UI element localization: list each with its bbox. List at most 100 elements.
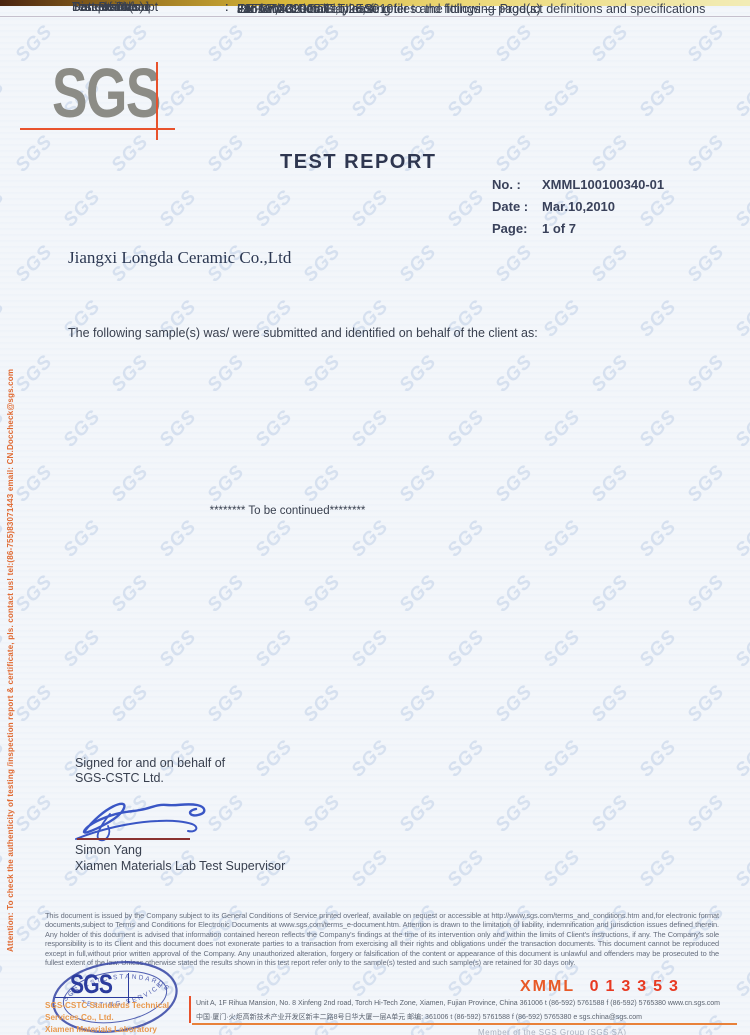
footer-company-line1: SGS-CSTC Standards Technical Services Co… — [45, 1001, 170, 1022]
sgs-watermark: SGS — [11, 680, 57, 727]
sgs-watermark: SGS — [347, 735, 393, 782]
sgs-watermark: SGS — [299, 20, 345, 67]
sgs-logo: SGS — [52, 54, 161, 132]
sgs-watermark: SGS — [635, 75, 681, 122]
sgs-watermark: SGS — [491, 20, 537, 67]
sample-intro: The following sample(s) was/ were submit… — [68, 326, 538, 340]
sgs-watermark: SGS — [395, 350, 441, 397]
sgs-watermark: SGS — [347, 405, 393, 452]
footer-company-name: SGS-CSTC Standards Technical Services Co… — [45, 1000, 187, 1035]
colon: : — [225, 0, 229, 14]
sample-name-label: Sample Name — [72, 0, 152, 14]
company-stamp: SGS-CSTC STANDARDS TESTING SERVICES — [30, 957, 178, 1033]
sgs-watermark: SGS — [587, 460, 633, 507]
legal-disclaimer: This document is issued by the Company s… — [45, 911, 719, 968]
signatory-name: Simon Yang — [75, 843, 142, 857]
report-number-row: No. : XMML100100340-01 — [492, 177, 722, 192]
report-date-value: Mar.10,2010 — [542, 199, 616, 214]
sgs-watermark: SGS — [539, 515, 585, 562]
sgs-watermark: SGS — [107, 570, 153, 617]
sgs-watermark: SGS — [443, 185, 489, 232]
sgs-watermark: SGS — [683, 790, 729, 837]
sgs-watermark: SGS — [11, 240, 57, 287]
sgs-watermark: SGS — [443, 405, 489, 452]
sgs-watermark: SGS — [587, 20, 633, 67]
report-page-row: Page: 1 of 7 — [492, 221, 722, 236]
sgs-watermark: SGS — [587, 570, 633, 617]
signatory-role: Xiamen Materials Lab Test Supervisor — [75, 859, 286, 873]
sgs-watermark: SGS — [587, 240, 633, 287]
test-result-label: Test result(s) — [72, 0, 144, 14]
sgs-watermark: SGS — [395, 680, 441, 727]
report-page-value: 1 of 7 — [542, 221, 576, 236]
colon: : — [225, 0, 229, 14]
sgs-watermark: SGS — [587, 680, 633, 727]
sgs-watermark: SGS — [635, 405, 681, 452]
sgs-watermark: SGS — [251, 515, 297, 562]
sgs-watermark: SGS — [539, 625, 585, 672]
sgs-watermark: SGS — [731, 405, 750, 452]
test-result-value: For further details, please refer to the… — [237, 2, 541, 16]
sgs-watermark: SGS — [347, 515, 393, 562]
page-title: TEST REPORT — [280, 151, 437, 173]
sgs-watermark: SGS — [587, 130, 633, 177]
sgs-watermark: SGS — [299, 240, 345, 287]
member-note: Member of the SGS Group (SGS SA) — [478, 1028, 627, 1035]
footer-company-line2: Xiamen Materials Laboratory — [45, 1025, 157, 1034]
sgs-watermark: SGS — [347, 845, 393, 892]
sgs-watermark: SGS — [59, 185, 105, 232]
authenticity-side-note: Attention: To check the authenticity of … — [6, 368, 15, 952]
sgs-watermark: SGS — [347, 625, 393, 672]
dimension-value: 295mm×390mm — [237, 2, 328, 16]
sgs-watermark: SGS — [347, 185, 393, 232]
sgs-watermark: SGS — [491, 130, 537, 177]
sgs-watermark: SGS — [395, 460, 441, 507]
sgs-watermark: SGS — [59, 405, 105, 452]
sgs-watermark: SGS — [635, 845, 681, 892]
dimension-label: Dimension — [72, 0, 132, 14]
sgs-watermark: SGS — [203, 570, 249, 617]
test-standard-value: EN 1304: 2005 Clay roofing tiles and fit… — [237, 2, 706, 16]
serial-prefix: XMML — [520, 978, 576, 995]
sgs-watermark: SGS — [203, 680, 249, 727]
report-page-label: Page: — [492, 221, 528, 236]
footer-address-en: Unit A, 1F Rihua Mansion, No. 8 Xinfeng … — [196, 1000, 720, 1007]
signature-rule — [77, 838, 190, 840]
sample-name-value: CERAMIC ROOF TILES — [237, 2, 373, 16]
test-period-label: Test Period — [72, 0, 135, 14]
sgs-watermark: SGS — [491, 240, 537, 287]
sgs-watermark: SGS — [635, 295, 681, 342]
sgs-watermark: SGS — [683, 680, 729, 727]
sgs-watermark: SGS — [587, 790, 633, 837]
colon: : — [225, 0, 229, 14]
sgs-watermark: SGS — [155, 185, 201, 232]
footer-logo-crosshair-vertical — [128, 973, 129, 1003]
sgs-watermark: SGS — [491, 790, 537, 837]
sgs-watermark: SGS — [299, 350, 345, 397]
sgs-watermark: SGS — [11, 570, 57, 617]
sgs-watermark: SGS — [683, 350, 729, 397]
sgs-watermark: SGS — [443, 625, 489, 672]
sgs-watermark: SGS — [395, 20, 441, 67]
sgs-watermark: SGS — [11, 790, 57, 837]
sgs-watermark: SGS — [731, 185, 750, 232]
signed-for-text: Signed for and on behalf of — [75, 756, 226, 770]
sgs-watermark: SGS — [395, 790, 441, 837]
serial-number: 013353 — [589, 978, 685, 995]
sgs-watermark: SGS — [683, 460, 729, 507]
footer-address-cn: 中国·厦门·火炬高新技术产业开发区新丰二路8号日华大厦一层A单元 邮编: 361… — [196, 1014, 642, 1021]
sgs-watermark: SGS — [251, 405, 297, 452]
sgs-watermark: SGS — [203, 350, 249, 397]
sgs-watermark: SGS — [203, 20, 249, 67]
report-number-label: No. : — [492, 177, 521, 192]
sgs-watermark: SGS — [731, 75, 750, 122]
scan-top-line — [0, 16, 750, 17]
sgs-watermark: SGS — [299, 790, 345, 837]
report-date-label: Date : — [492, 199, 529, 214]
sgs-watermark: SGS — [155, 405, 201, 452]
sgs-watermark: SGS — [203, 460, 249, 507]
test-standard-label: Test Standard — [72, 0, 150, 14]
report-number-value: XMML100100340-01 — [542, 177, 665, 192]
sgs-watermark: SGS — [491, 570, 537, 617]
